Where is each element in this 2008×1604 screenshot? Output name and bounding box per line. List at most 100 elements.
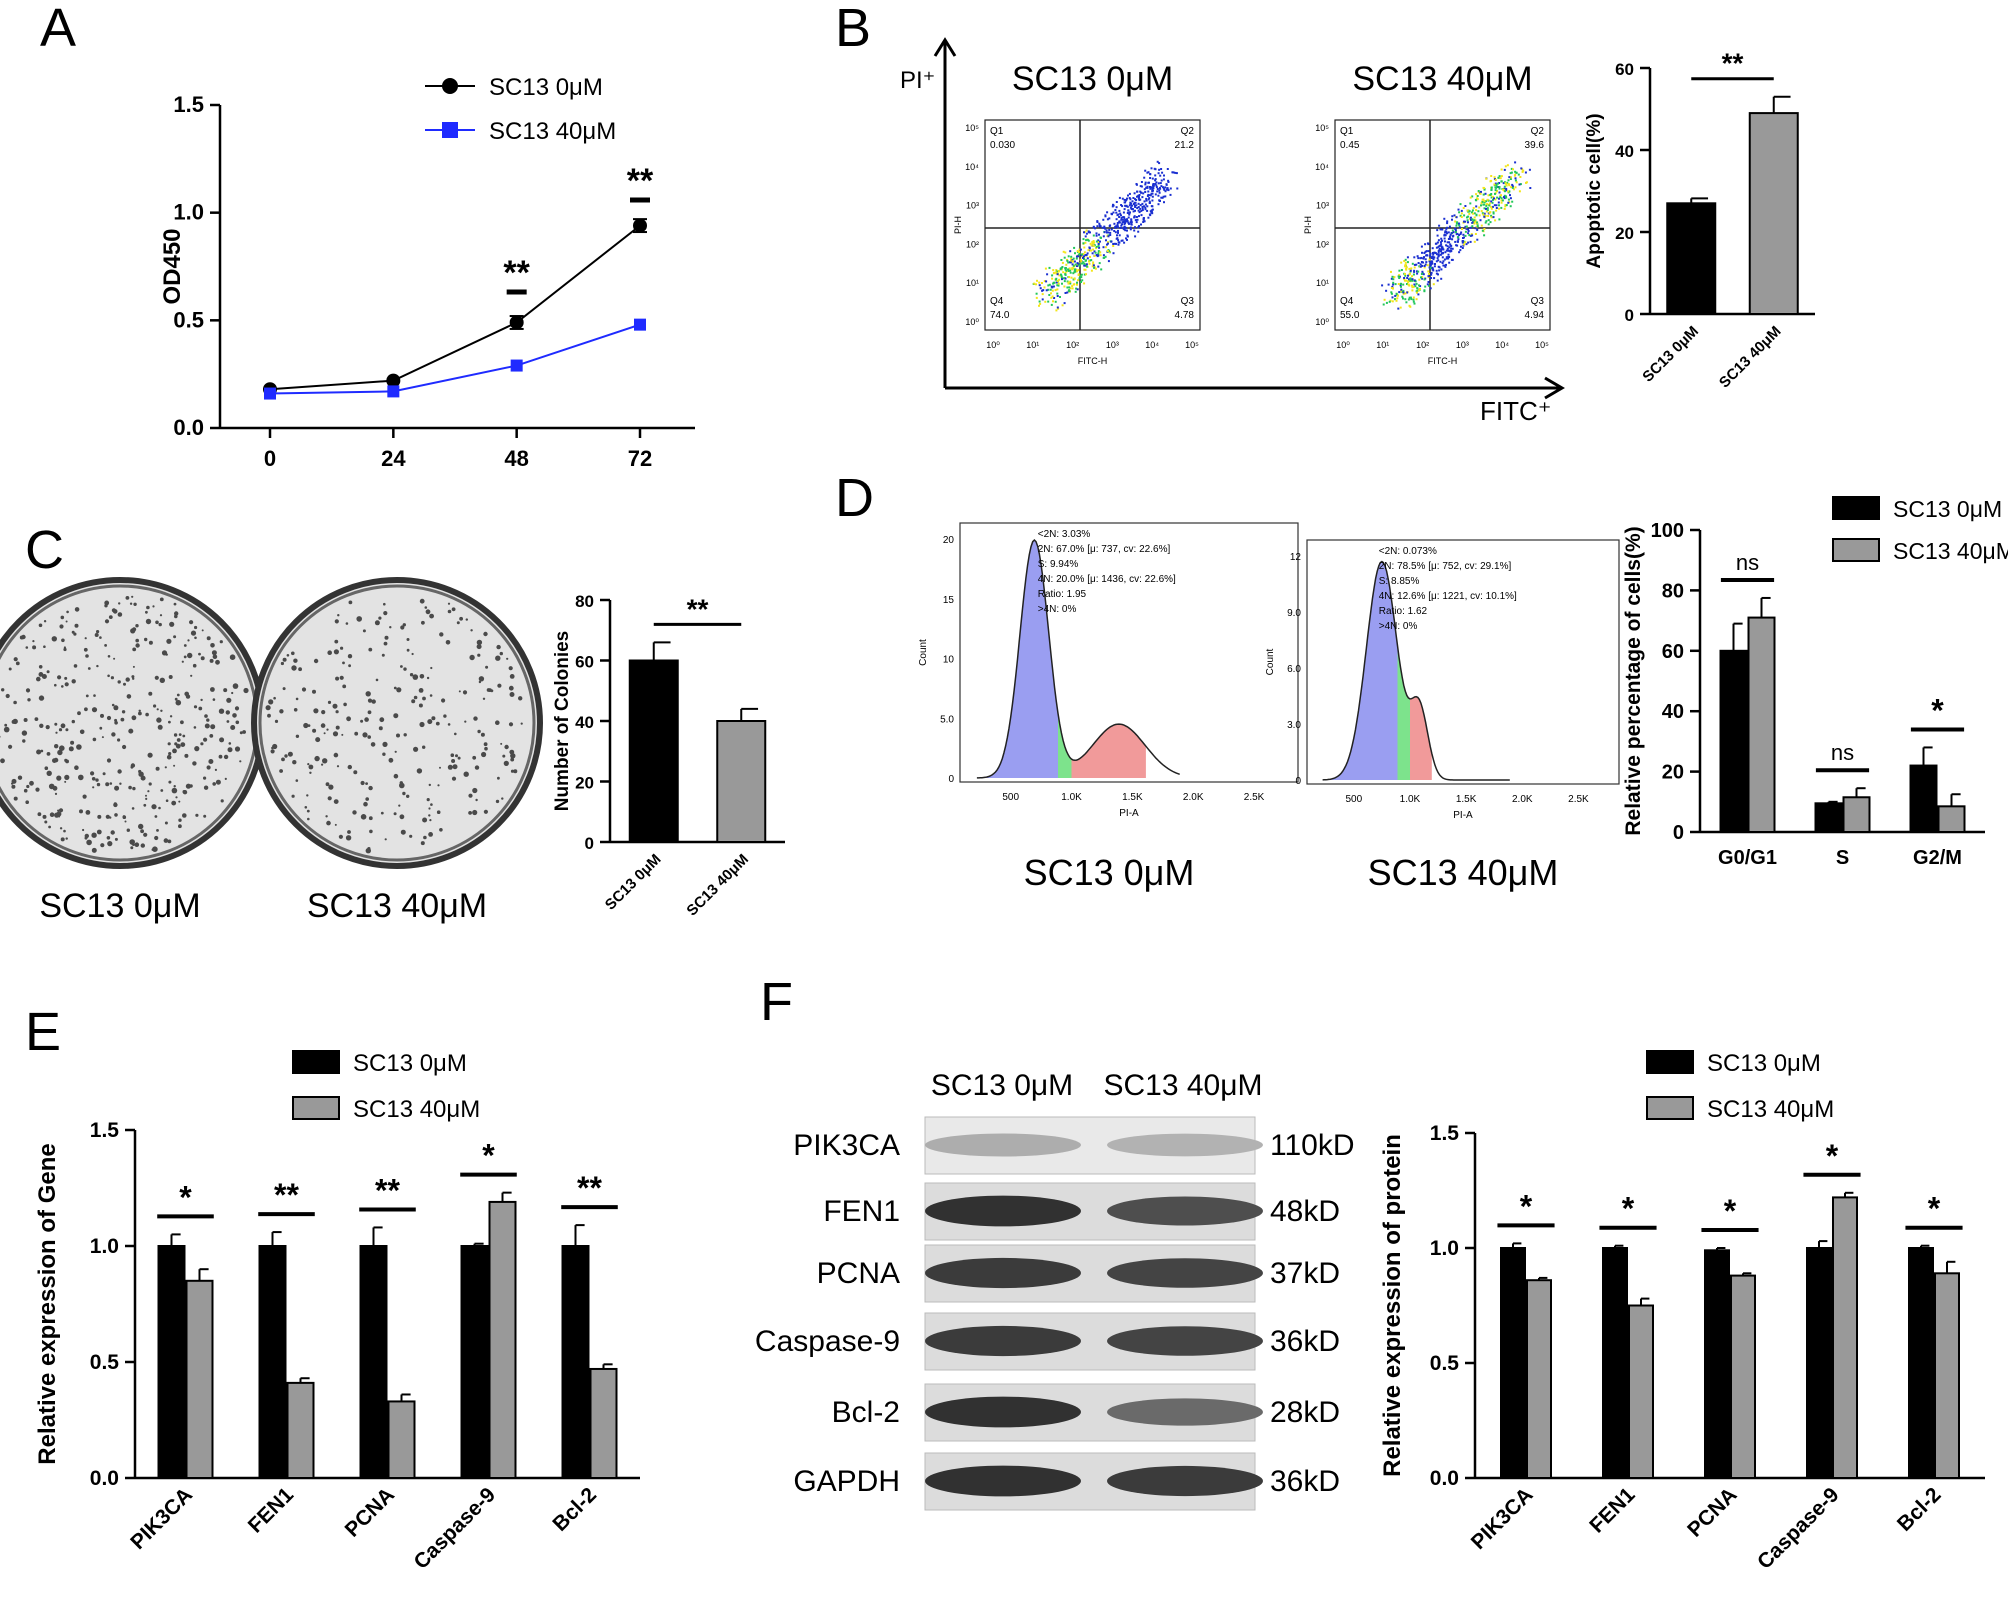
colony-dot (291, 794, 295, 798)
colony-dot (341, 733, 344, 736)
flow-event-dot (1445, 249, 1448, 252)
flow-event-dot (1151, 212, 1154, 215)
colony-dot (333, 649, 339, 655)
colony-dot (60, 615, 65, 620)
petri-dish-rim (258, 584, 536, 862)
colony-dot (274, 719, 279, 724)
colony-dot (77, 711, 81, 716)
flow-event-dot (1121, 221, 1124, 224)
colony-dot (106, 836, 111, 840)
flow-event-dot (1087, 249, 1090, 252)
flow-event-dot (1504, 182, 1507, 185)
colony-dot (464, 720, 467, 723)
colony-dot (441, 698, 446, 703)
colony-dot (25, 688, 31, 693)
flow-event-dot (1096, 225, 1099, 228)
colony-dot (409, 673, 414, 677)
flow-event-dot (1074, 263, 1077, 266)
hist-y-tick-label: 5.0 (940, 714, 954, 725)
colony-dot (379, 717, 385, 723)
x-tick-label: PIK3CA (126, 1483, 197, 1554)
flow-event-dot (1100, 268, 1103, 271)
bar-sc13-40-m-s0 (1748, 112, 1799, 315)
flow-event-dot (1051, 289, 1054, 292)
colony-dot (39, 723, 44, 728)
colony-dot (140, 843, 145, 848)
flow-event-dot (1064, 268, 1067, 271)
flow-event-dot (1473, 240, 1476, 243)
flow-event-dot (1155, 184, 1158, 187)
flow-event-dot (1413, 269, 1416, 272)
colony-dot (63, 646, 66, 649)
g1-peak-area (1322, 561, 1398, 780)
colony-dot (426, 798, 430, 802)
flow-event-dot (1412, 296, 1415, 299)
colony-dot (132, 647, 137, 652)
colony-dot (63, 647, 67, 652)
colony-dot (128, 728, 134, 734)
flow-event-dot (1485, 203, 1488, 206)
colony-dot (190, 630, 197, 636)
flow-event-dot (1509, 194, 1511, 197)
flow-event-dot (1137, 209, 1140, 212)
flow-event-dot (1118, 241, 1121, 244)
flow-event-dot (1133, 216, 1136, 219)
flow-event-dot (1107, 231, 1110, 234)
flow-event-dot (1078, 264, 1081, 267)
flow-event-dot (1466, 216, 1468, 219)
flow-event-dot (1077, 274, 1080, 277)
flow-event-dot (1411, 278, 1414, 281)
x-tick-label: 48 (504, 446, 528, 471)
colony-dot (510, 753, 516, 759)
y-tick-label: 80 (1662, 580, 1684, 602)
flow-event-dot (1130, 221, 1133, 224)
flow-event-dot (1137, 206, 1140, 209)
flow-event-dot (1052, 269, 1055, 272)
colony-dot (340, 646, 344, 650)
flow-event-dot (1490, 216, 1493, 219)
flow-x-tick-label: 10¹ (1376, 340, 1389, 350)
colony-dot (267, 713, 271, 718)
colony-dot (347, 764, 352, 770)
flow-event-dot (1083, 264, 1086, 267)
colony-dot (292, 760, 297, 765)
flow-event-dot (1069, 280, 1072, 283)
flow-event-dot (1488, 202, 1491, 205)
colony-dot (100, 843, 105, 848)
flow-event-dot (1446, 245, 1449, 248)
g2m-peak-area (1071, 724, 1146, 778)
flow-event-dot (1149, 187, 1152, 190)
colony-dot (59, 827, 63, 830)
flow-event-dot (1063, 302, 1066, 305)
flow-event-dot (1065, 269, 1068, 272)
colony-dot (295, 734, 300, 738)
flow-event-dot (1510, 171, 1513, 174)
quadrant-q2-value: 21.2 (1175, 140, 1195, 151)
flow-x-tick-label: 10⁴ (1145, 340, 1159, 350)
colony-dot (95, 778, 99, 782)
flow-event-dot (1071, 259, 1074, 262)
flow-event-dot (1480, 202, 1483, 205)
colony-dot (343, 702, 347, 707)
cycle-stat-line: S: 9.94% (1038, 559, 1079, 570)
flow-event-dot (1073, 260, 1076, 263)
flow-event-dot (1425, 250, 1428, 253)
flow-event-dot (1475, 193, 1478, 196)
flow-event-dot (1084, 241, 1087, 244)
flow-event-dot (1059, 296, 1061, 298)
flow-event-dot (1479, 219, 1482, 222)
histogram-title: SC13 40μM (1368, 852, 1559, 893)
flow-event-dot (1451, 247, 1454, 250)
flow-event-dot (1095, 247, 1098, 250)
flow-event-dot (1071, 287, 1074, 290)
flow-event-dot (1143, 220, 1146, 223)
flow-event-dot (1423, 266, 1426, 269)
colony-dot (65, 728, 69, 732)
flow-event-dot (1391, 285, 1394, 288)
legend-swatch (1646, 1096, 1694, 1120)
colony-dot (168, 720, 171, 724)
colony-dot (346, 716, 351, 722)
flow-event-dot (1445, 257, 1448, 260)
quadrant-q3-label: Q3 (1531, 296, 1545, 307)
